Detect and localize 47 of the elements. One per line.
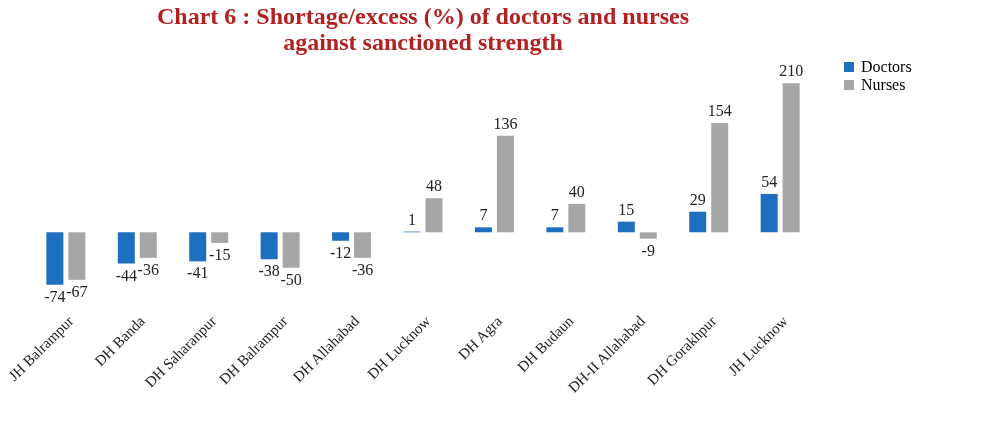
- data-label: -36: [137, 260, 159, 278]
- data-label: -9: [641, 241, 655, 259]
- bar: [139, 232, 157, 258]
- bar: [546, 227, 564, 233]
- bar: [711, 122, 729, 233]
- data-label: 48: [425, 177, 442, 195]
- bar: [211, 232, 229, 243]
- data-label: -12: [329, 243, 352, 261]
- bar: [474, 227, 492, 233]
- data-label: 1: [408, 210, 417, 228]
- bar: [639, 232, 657, 239]
- bar: [282, 232, 300, 268]
- data-label: -50: [280, 270, 302, 288]
- bar: [689, 211, 707, 233]
- data-label: -67: [66, 282, 88, 300]
- legend-label: Doctors: [861, 58, 912, 75]
- bar: [189, 232, 207, 262]
- data-label: 7: [479, 206, 488, 224]
- chart-title: Chart 6 : Shortage/excess (%) of doctors and nurses against sanctioned strength: [157, 3, 689, 55]
- x-tick-label: DH Agra: [455, 312, 506, 363]
- data-label: -44: [115, 266, 137, 284]
- data-label: 29: [689, 190, 706, 208]
- data-label: -36: [351, 260, 374, 278]
- data-label: 210: [779, 62, 804, 80]
- bar: [760, 193, 778, 233]
- bar: [332, 232, 350, 241]
- data-label: 54: [761, 172, 778, 190]
- data-label: 40: [568, 182, 585, 200]
- legend-label: Nurses: [861, 76, 906, 93]
- data-label: -41: [187, 264, 209, 282]
- bar: [617, 221, 635, 233]
- data-label: -38: [258, 262, 280, 280]
- data-label: -15: [209, 245, 231, 263]
- data-label: 154: [707, 101, 732, 119]
- bar: [68, 232, 86, 280]
- bar: [260, 232, 278, 260]
- bar: [354, 232, 372, 258]
- bar: [425, 198, 443, 233]
- bar: [568, 203, 586, 233]
- data-label: 7: [550, 206, 559, 224]
- bar: [46, 232, 64, 285]
- data-label: 136: [493, 114, 518, 132]
- bar: [782, 83, 800, 233]
- bar: [496, 135, 514, 233]
- data-label: 15: [618, 200, 635, 218]
- data-label: -74: [44, 287, 66, 305]
- bar: [117, 232, 135, 264]
